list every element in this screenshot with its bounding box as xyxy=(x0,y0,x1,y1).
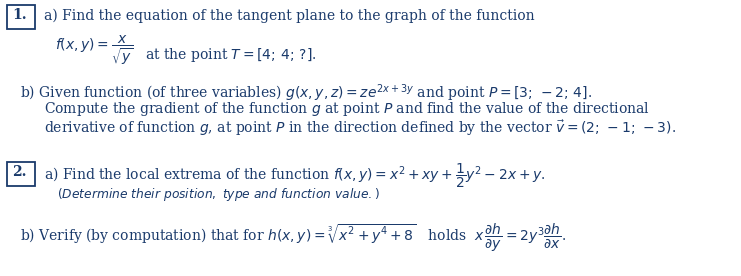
Text: a) Find the equation of the tangent plane to the graph of the function: a) Find the equation of the tangent plan… xyxy=(44,9,534,23)
Text: $f(x, y) = \dfrac{x}{\sqrt{y}}$: $f(x, y) = \dfrac{x}{\sqrt{y}}$ xyxy=(55,34,133,67)
Text: 1.: 1. xyxy=(12,8,27,22)
FancyBboxPatch shape xyxy=(7,162,35,186)
Text: b) Verify (by computation) that for $h(x, y) = \sqrt[3]{x^2 + y^4 + 8}$   holds : b) Verify (by computation) that for $h(x… xyxy=(20,222,566,254)
FancyBboxPatch shape xyxy=(7,5,35,29)
Text: derivative of function $g$, at point $P$ in the direction defined by the vector : derivative of function $g$, at point $P$… xyxy=(44,118,676,138)
Text: b) Given function (of three variables) $g(x, y, z) = ze^{2x+3y}$ and point $P = : b) Given function (of three variables) $… xyxy=(20,82,592,104)
Text: 2.: 2. xyxy=(12,165,27,179)
Text: $(Determine\ their\ position,\ type\ and\ function\ value.)$: $(Determine\ their\ position,\ type\ and… xyxy=(57,186,380,203)
Text: a) Find the local extrema of the function $f(x, y) = x^2 + xy + \dfrac{1}{2}y^2 : a) Find the local extrema of the functio… xyxy=(44,162,545,190)
Text: at the point $T = [4;\, 4;\, ?]$.: at the point $T = [4;\, 4;\, ?]$. xyxy=(145,46,316,64)
Text: Compute the gradient of the function $g$ at point $P$ and find the value of the : Compute the gradient of the function $g$… xyxy=(44,100,650,118)
